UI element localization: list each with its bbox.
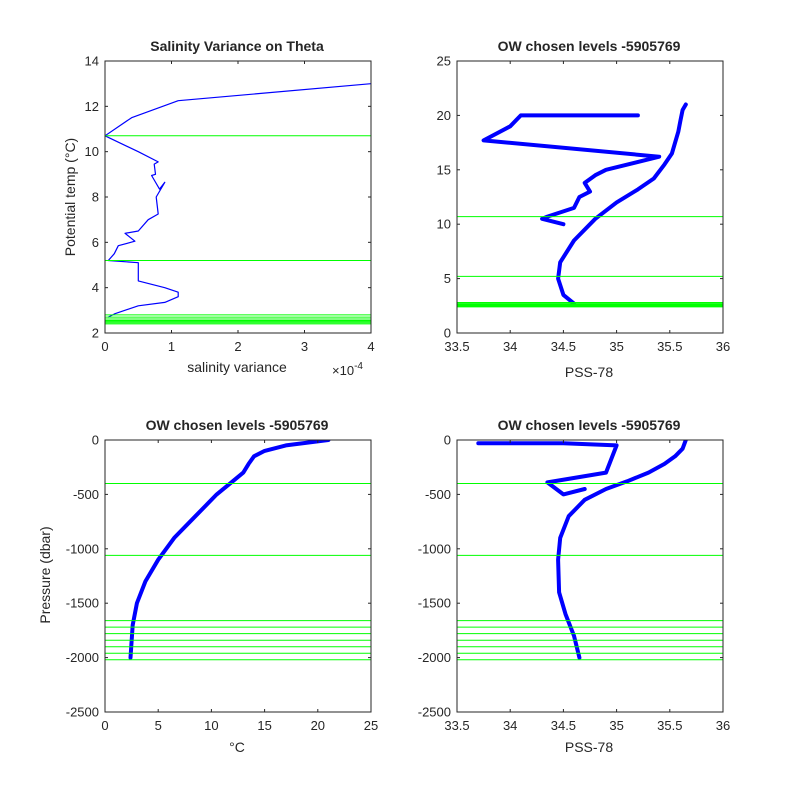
y-tick-label: -1000 [418,541,451,556]
subplot-salinity-variance: Salinity Variance on Theta salinity vari… [62,38,375,378]
x-tick-label: 36 [716,718,730,733]
y-tick-label: 25 [437,54,451,69]
subplot-theta-salinity: OW chosen levels -5905769 PSS-78 33.5 34 3… [437,38,731,380]
x-tick-label: 35 [609,718,623,733]
y-tick-label: 8 [92,190,99,205]
multiplier-exponent: -4 [354,361,363,372]
x-tick-label: 4 [367,339,374,354]
x-tick-label: 20 [311,718,325,733]
plot-data [457,440,723,661]
x-axis-label: salinity variance [187,359,287,375]
x-tick-label: 35.5 [657,339,682,354]
series-line-0-core [557,104,687,304]
y-tick-label: 2 [92,326,99,341]
y-tick-label: -2500 [418,705,451,720]
y-axis-label: Potential temp (°C) [62,138,78,256]
plot-data [105,83,371,325]
subplot-title: OW chosen levels -5905769 [498,417,681,433]
x-tick-label: 2 [234,339,241,354]
y-tick-label: -2000 [418,650,451,665]
y-tick-label: 10 [85,144,99,159]
y-tick-label: 4 [92,280,99,295]
series-line-1-core [478,442,618,495]
x-tick-label: 34 [503,718,517,733]
x-tick-label: 0 [101,339,108,354]
x-tick-label: 34 [503,339,517,354]
x-tick-label: 15 [257,718,271,733]
series-line-1-core [481,114,660,225]
x-tick-label: 33.5 [444,339,469,354]
plot-area [457,61,723,333]
y-tick-label: -1000 [66,541,99,556]
y-tick-label: 6 [92,235,99,250]
y-tick-label: 15 [437,162,451,177]
x-tick-label: 35 [609,339,623,354]
x-tick-label: 25 [364,718,378,733]
x-tick-label: 36 [716,339,730,354]
axes-box [104,439,372,713]
subplot-title: Salinity Variance on Theta [150,38,324,54]
y-tick-label: -1500 [418,596,451,611]
x-tick-label: 10 [204,718,218,733]
y-tick-label: -1500 [66,596,99,611]
y-tick-label: 20 [437,108,451,123]
plot-area [105,440,371,712]
subplot-pressure-temperature: OW chosen levels -5905769 °C Pressure (d… [37,417,378,755]
plot-area [105,61,371,333]
axes-box [456,439,724,713]
y-axis-label: Pressure (dbar) [37,526,53,623]
y-tick-label: -2500 [66,705,99,720]
y-tick-label: 12 [85,99,99,114]
y-tick-label: 0 [92,433,99,448]
subplot-title: OW chosen levels -5905769 [146,417,329,433]
plot-data [105,440,371,661]
x-axis-label: PSS-78 [565,739,613,755]
x-axis-label: °C [229,739,245,755]
x-axis-label: PSS-78 [565,364,613,380]
y-tick-label: 5 [444,271,451,286]
y-tick-label: 0 [444,326,451,341]
y-tick-label: -2000 [66,650,99,665]
y-tick-label: -500 [73,487,99,502]
series-line-0-core [130,440,329,658]
y-tick-label: 0 [444,433,451,448]
axes-box [456,60,724,334]
x-tick-label: 3 [301,339,308,354]
x-tick-label: 5 [155,718,162,733]
subplot-title: OW chosen levels -5905769 [498,38,681,54]
x-tick-label: 34.5 [551,718,576,733]
x-tick-label: 35.5 [657,718,682,733]
plot-area [457,440,723,712]
x-tick-label: 33.5 [444,718,469,733]
x-tick-label: 0 [101,718,108,733]
series-line-0 [105,83,371,318]
y-tick-label: 14 [85,54,99,69]
x-tick-label: 34.5 [551,339,576,354]
y-tick-label: 10 [437,217,451,232]
multiplier-base: ×10 [332,363,354,378]
y-tick-label: -500 [425,487,451,502]
series-line-0-core [557,440,687,658]
plot-data [457,102,723,308]
x-tick-label: 1 [168,339,175,354]
subplot-pressure-salinity: OW chosen levels -5905769 PSS-78 33.5 34 3… [418,417,730,755]
x-axis-multiplier: ×10-4 [332,361,363,378]
